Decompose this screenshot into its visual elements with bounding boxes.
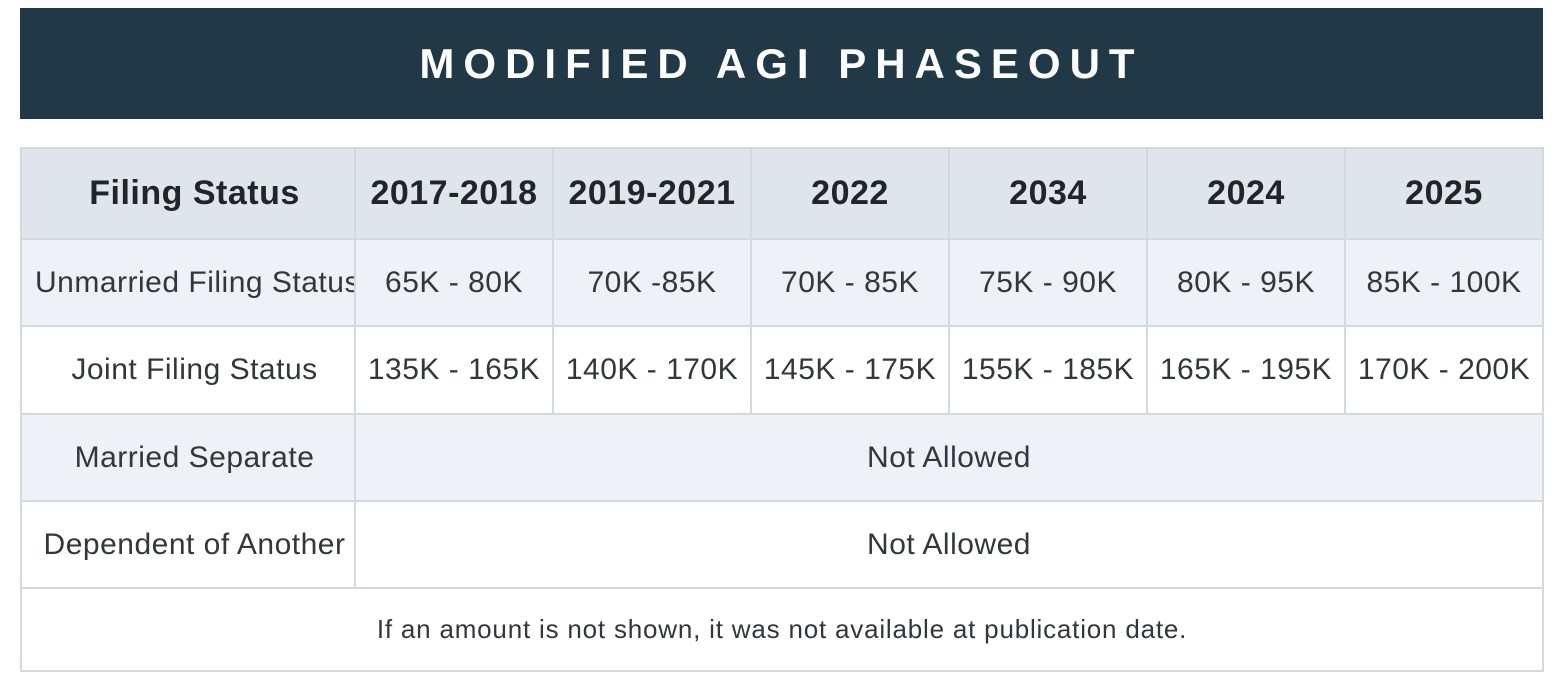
- row-label: Married Separate: [20, 413, 356, 502]
- column-header-2017-2018: 2017-2018: [354, 147, 554, 240]
- table-row-joint: Joint Filing Status 135K - 165K 140K - 1…: [20, 325, 1544, 415]
- cell-value: 70K -85K: [552, 238, 752, 327]
- footnote-row: If an amount is not shown, it was not av…: [20, 587, 1544, 672]
- cell-value: 65K - 80K: [354, 238, 554, 327]
- cell-value: 75K - 90K: [948, 238, 1148, 327]
- cell-value: 135K - 165K: [354, 325, 554, 415]
- row-label: Dependent of Another: [20, 500, 356, 589]
- table-row-unmarried: Unmarried Filing Status 65K - 80K 70K -8…: [20, 238, 1544, 327]
- table-title-banner: MODIFIED AGI PHASEOUT: [20, 8, 1543, 119]
- cell-value: 80K - 95K: [1146, 238, 1346, 327]
- table-row-married-separate: Married Separate Not Allowed: [20, 413, 1544, 502]
- cell-value: 70K - 85K: [750, 238, 950, 327]
- table-row-dependent-of-another: Dependent of Another Not Allowed: [20, 500, 1544, 589]
- row-label: Joint Filing Status: [20, 325, 356, 415]
- column-header-2034: 2034: [948, 147, 1148, 240]
- cell-value: 165K - 195K: [1146, 325, 1346, 415]
- cell-value: 155K - 185K: [948, 325, 1148, 415]
- header-row: Filing Status 2017-2018 2019-2021 2022 2…: [20, 147, 1544, 240]
- merged-cell-not-allowed: Not Allowed: [354, 413, 1544, 502]
- column-header-2019-2021: 2019-2021: [552, 147, 752, 240]
- cell-value: 145K - 175K: [750, 325, 950, 415]
- banner-table-gap: [20, 119, 1543, 147]
- cell-value: 170K - 200K: [1344, 325, 1544, 415]
- page-title: MODIFIED AGI PHASEOUT: [419, 39, 1144, 87]
- row-label: Unmarried Filing Status: [20, 238, 356, 327]
- agi-phaseout-table: Filing Status 2017-2018 2019-2021 2022 2…: [20, 147, 1544, 672]
- column-header-2024: 2024: [1146, 147, 1346, 240]
- cell-value: 85K - 100K: [1344, 238, 1544, 327]
- column-header-filing-status: Filing Status: [20, 147, 356, 240]
- column-header-2025: 2025: [1344, 147, 1544, 240]
- footnote-text: If an amount is not shown, it was not av…: [20, 587, 1544, 672]
- cell-value: 140K - 170K: [552, 325, 752, 415]
- column-header-2022: 2022: [750, 147, 950, 240]
- merged-cell-not-allowed: Not Allowed: [354, 500, 1544, 589]
